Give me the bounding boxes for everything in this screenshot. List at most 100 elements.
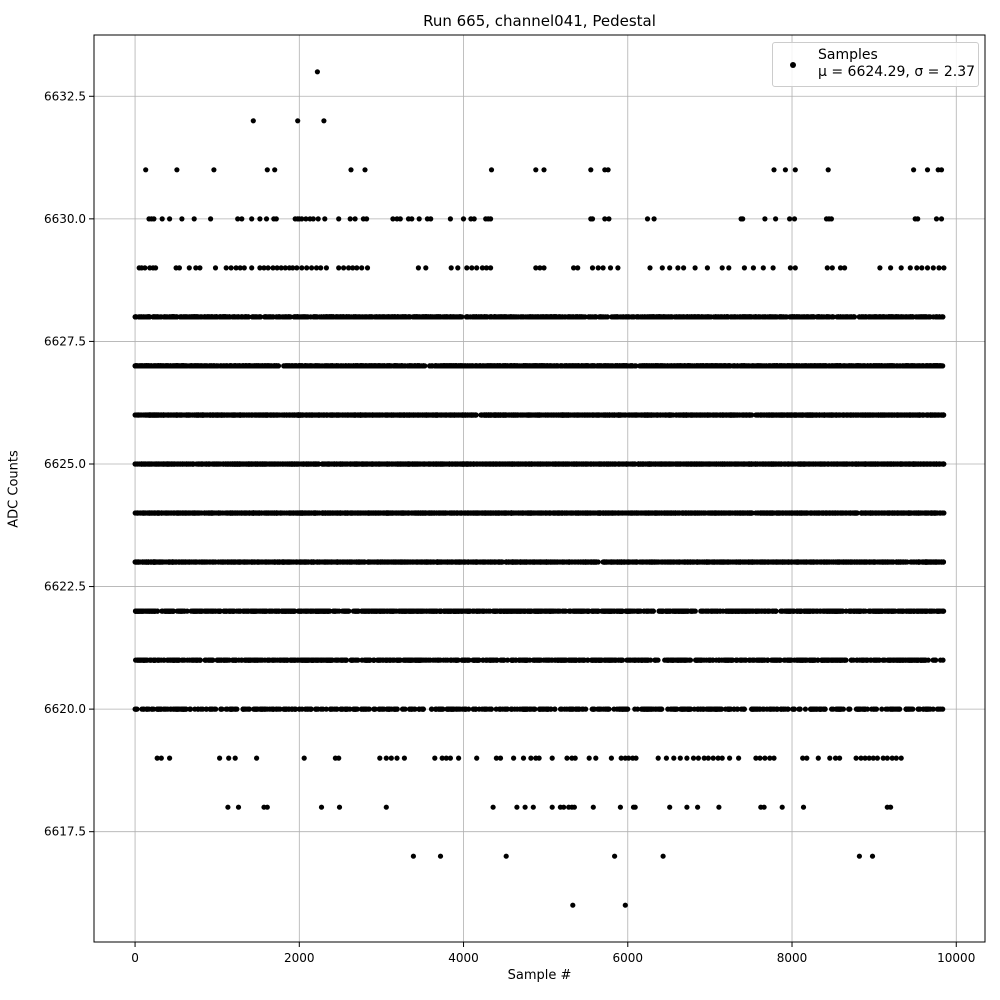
data-point: [793, 314, 799, 320]
data-point: [794, 363, 800, 369]
data-point: [159, 216, 165, 222]
data-point: [911, 363, 918, 369]
data-point: [787, 216, 793, 222]
data-point: [569, 363, 576, 369]
data-point: [270, 314, 276, 320]
data-point: [477, 363, 483, 369]
data-point: [530, 412, 537, 418]
data-point: [405, 363, 411, 369]
data-point: [429, 412, 435, 418]
data-point: [290, 363, 296, 369]
data-point: [173, 412, 179, 418]
data-point: [905, 314, 911, 320]
data-point: [352, 412, 358, 418]
data-point: [510, 363, 516, 369]
data-point: [184, 412, 190, 418]
data-point: [311, 314, 317, 320]
data-point: [264, 363, 270, 369]
data-point: [294, 265, 300, 271]
data-point: [935, 363, 941, 369]
data-point: [364, 412, 370, 418]
data-point: [519, 314, 525, 320]
data-point: [863, 314, 869, 320]
data-point: [938, 412, 944, 418]
data-point: [424, 412, 430, 418]
data-point: [667, 265, 673, 271]
data-point: [533, 167, 539, 173]
data-point: [323, 314, 329, 320]
data-point: [644, 314, 651, 320]
data-point: [146, 412, 152, 418]
data-point: [661, 314, 667, 320]
data-point: [865, 363, 871, 369]
data-point: [547, 412, 553, 418]
data-point: [565, 314, 572, 320]
data-point: [659, 265, 665, 271]
data-point: [474, 265, 480, 271]
data-point: [182, 314, 188, 320]
data-point: [249, 216, 255, 222]
data-point: [589, 216, 596, 222]
data-point: [483, 265, 490, 271]
data-point: [275, 314, 282, 320]
data-point: [819, 412, 825, 418]
data-point: [265, 265, 271, 271]
data-point: [168, 412, 175, 418]
data-point: [272, 412, 278, 418]
data-point: [161, 314, 167, 320]
data-point: [304, 265, 310, 271]
data-point: [919, 265, 925, 271]
data-point: [136, 314, 142, 320]
data-point: [692, 265, 698, 271]
data-point: [455, 265, 461, 271]
data-point: [412, 363, 418, 369]
data-point: [362, 167, 368, 173]
data-point: [744, 314, 750, 320]
data-point: [611, 412, 617, 418]
data-point: [631, 314, 637, 320]
data-point: [257, 216, 263, 222]
data-point: [191, 314, 197, 320]
data-point: [695, 412, 701, 418]
data-point: [581, 412, 587, 418]
data-point: [912, 412, 918, 418]
data-point: [834, 363, 841, 369]
data-point: [809, 412, 815, 418]
data-point: [572, 412, 578, 418]
data-point: [848, 314, 855, 320]
data-point: [364, 265, 371, 271]
data-point: [726, 265, 732, 271]
data-point: [539, 363, 545, 369]
data-point: [385, 363, 391, 369]
data-point: [806, 314, 812, 320]
data-point: [469, 363, 475, 369]
data-point: [707, 412, 714, 418]
data-point: [143, 167, 149, 173]
data-point: [458, 363, 464, 369]
data-point: [603, 363, 610, 369]
data-point: [540, 314, 546, 320]
data-point: [564, 412, 570, 418]
data-point: [206, 314, 213, 320]
data-point: [282, 363, 289, 369]
data-point: [393, 363, 399, 369]
data-point: [322, 363, 328, 369]
data-point: [810, 314, 816, 320]
data-point: [278, 265, 284, 271]
data-point: [893, 412, 900, 418]
data-point: [243, 314, 249, 320]
data-point: [745, 363, 751, 369]
data-point: [282, 265, 288, 271]
data-point: [588, 167, 594, 173]
data-point: [336, 265, 342, 271]
data-points: [132, 69, 947, 908]
data-point: [899, 412, 905, 418]
data-point: [801, 314, 807, 320]
data-point: [879, 412, 885, 418]
data-point: [541, 167, 547, 173]
data-point: [897, 363, 904, 369]
data-point: [212, 363, 218, 369]
data-point: [154, 314, 160, 320]
data-point: [499, 314, 505, 320]
data-point: [889, 314, 895, 320]
